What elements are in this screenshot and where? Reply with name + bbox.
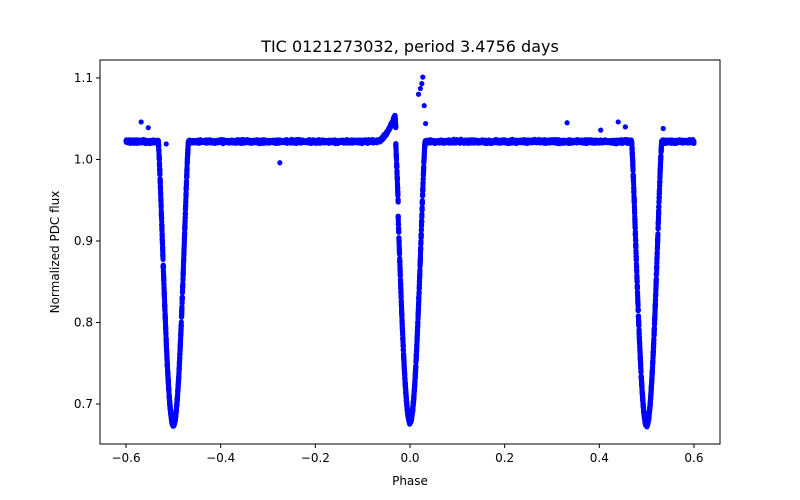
data-point [416,285,422,291]
data-point [159,238,165,244]
data-point [399,321,405,327]
data-point [400,342,406,348]
data-point [396,247,402,253]
data-point [393,141,399,147]
data-point [163,328,169,334]
data-point [166,385,172,391]
data-point [160,253,166,259]
data-point [397,255,403,261]
data-point [182,210,188,216]
data-point [415,315,421,321]
data-point [399,326,406,332]
data-point [393,123,399,129]
data-point [162,303,168,309]
data-point [401,364,407,371]
data-point [181,257,187,263]
data-point [159,234,165,240]
data-point [156,162,163,168]
data-point [158,215,165,221]
data-point [419,219,425,225]
data-point [182,223,188,229]
data-point [183,199,189,205]
data-point [399,317,405,323]
data-point [162,314,168,320]
data-point [395,188,401,194]
data-point [394,177,400,183]
data-point [174,393,181,399]
data-point [158,203,164,209]
data-point [159,219,165,225]
data-point [184,154,191,160]
data-point [396,229,402,235]
data-point [418,246,424,252]
data-point [419,199,425,205]
data-point [419,207,425,214]
data-point [396,241,402,248]
data-point [161,277,167,283]
data-point [394,164,400,170]
data-point [394,169,400,175]
data-point [416,280,423,286]
data-point [160,256,166,262]
data-point [181,236,188,242]
data-point [401,370,408,376]
data-point [414,348,420,354]
data-point [177,342,183,348]
data-point [183,191,189,197]
data-point [398,282,404,288]
data-point [417,272,423,279]
data-point [396,251,403,257]
data-point [179,294,185,301]
data-point [164,354,170,361]
data-point [398,289,404,295]
data-point [162,320,169,327]
data-point [159,226,165,232]
data-point [401,358,407,364]
data-point [420,179,426,186]
data-point [179,306,185,312]
data-point [160,244,166,250]
data-point [184,166,190,172]
data-point [162,308,168,314]
data-point [180,264,187,270]
data-point [397,260,403,266]
plot-frame [100,60,720,444]
data-point [395,199,401,205]
data-points [123,74,697,430]
data-point [414,343,420,349]
data-point [184,172,190,178]
data-point [164,362,170,368]
data-point [395,192,401,198]
data-point [181,244,187,251]
data-point [415,308,421,314]
data-point [395,215,401,221]
chart-title: TIC 0121273032, period 3.4756 days [260,37,559,56]
data-point [400,348,407,354]
data-point [418,226,424,232]
data-point [395,221,402,227]
data-point [399,305,405,311]
data-point [183,178,190,184]
data-point [178,319,184,325]
data-point [417,254,424,260]
data-point [398,299,404,305]
data-point [161,282,167,288]
data-point [393,156,400,162]
data-point [157,186,164,192]
data-point [158,199,164,205]
data-point [397,273,403,279]
data-point [157,170,163,176]
data-point [400,331,406,337]
data-point [160,265,166,271]
data-point [178,327,184,333]
data-point [183,186,189,192]
